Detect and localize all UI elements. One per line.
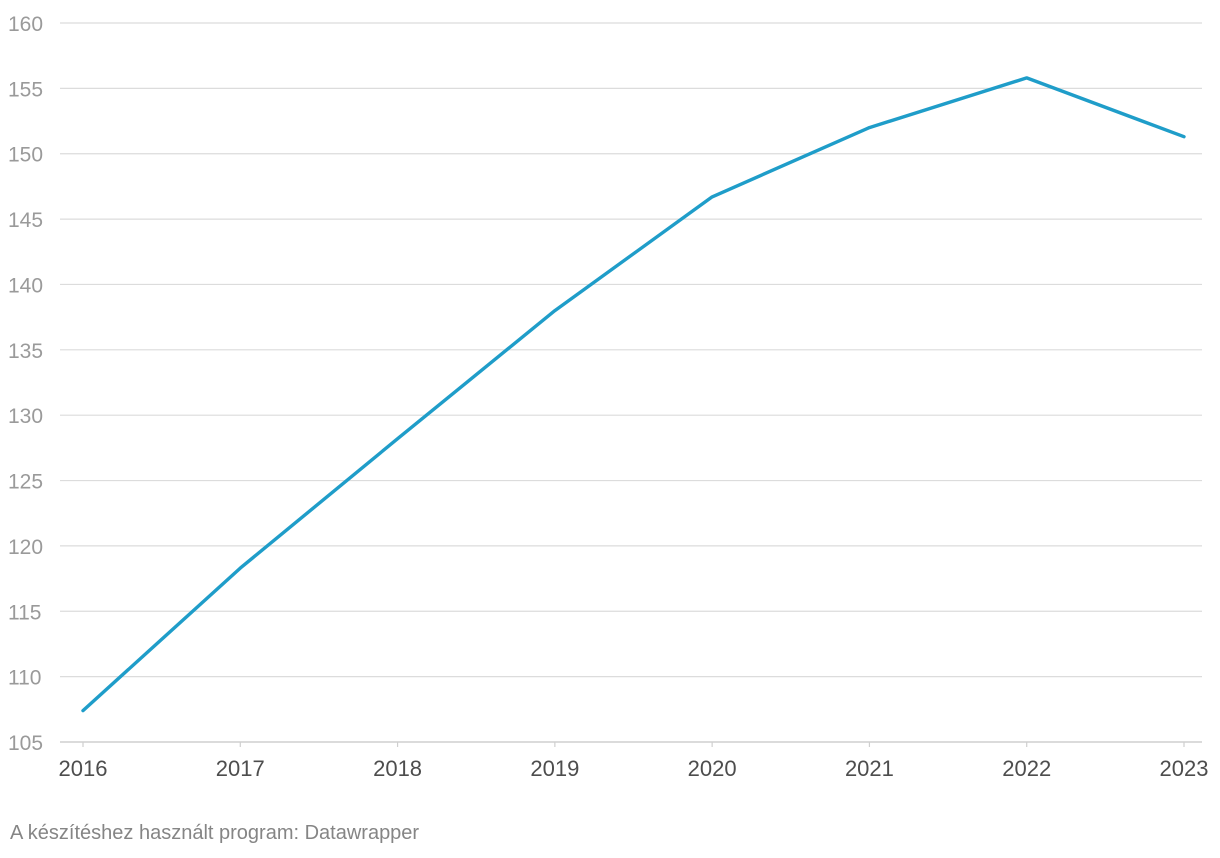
y-tick-label: 130: [8, 405, 43, 428]
y-tick-label: 150: [8, 144, 43, 167]
x-axis: 2016 2017 2018 2019 2020 2021 2022 2023: [59, 741, 1209, 781]
x-tick-label: 2019: [530, 756, 579, 781]
credit-text: A készítéshez használt program: Datawrap…: [10, 822, 420, 844]
y-tick-label: 115: [8, 601, 41, 624]
y-tick-label: 120: [8, 536, 43, 559]
y-tick-label: 105: [8, 732, 43, 755]
y-tick-label: 125: [8, 471, 43, 494]
x-tick-label: 2016: [59, 756, 108, 781]
x-tick-label: 2018: [373, 756, 422, 781]
y-tick-label: 155: [8, 78, 43, 101]
x-tick-label: 2021: [845, 756, 894, 781]
y-tick-label: 140: [8, 274, 43, 297]
gridlines: [60, 22, 1202, 678]
y-tick-label: 145: [8, 209, 43, 232]
series-lines: [81, 76, 1186, 713]
x-tick-label: 2020: [688, 756, 737, 781]
line-chart: 105 110 115 120 125 130 135 140 145 150 155 160 201…: [8, 13, 1209, 781]
x-tick-label: 2022: [1002, 756, 1051, 781]
x-tick-label: 2023: [1160, 756, 1209, 781]
y-tick-label: 110: [8, 667, 41, 690]
y-tick-label: 135: [8, 340, 43, 363]
x-tick-label: 2017: [216, 756, 265, 781]
y-tick-label: 160: [8, 13, 43, 36]
y-axis-tick-labels: 105 110 115 120 125 130 135 140 145 150 155 160: [8, 13, 43, 755]
series-line: [81, 76, 1186, 713]
